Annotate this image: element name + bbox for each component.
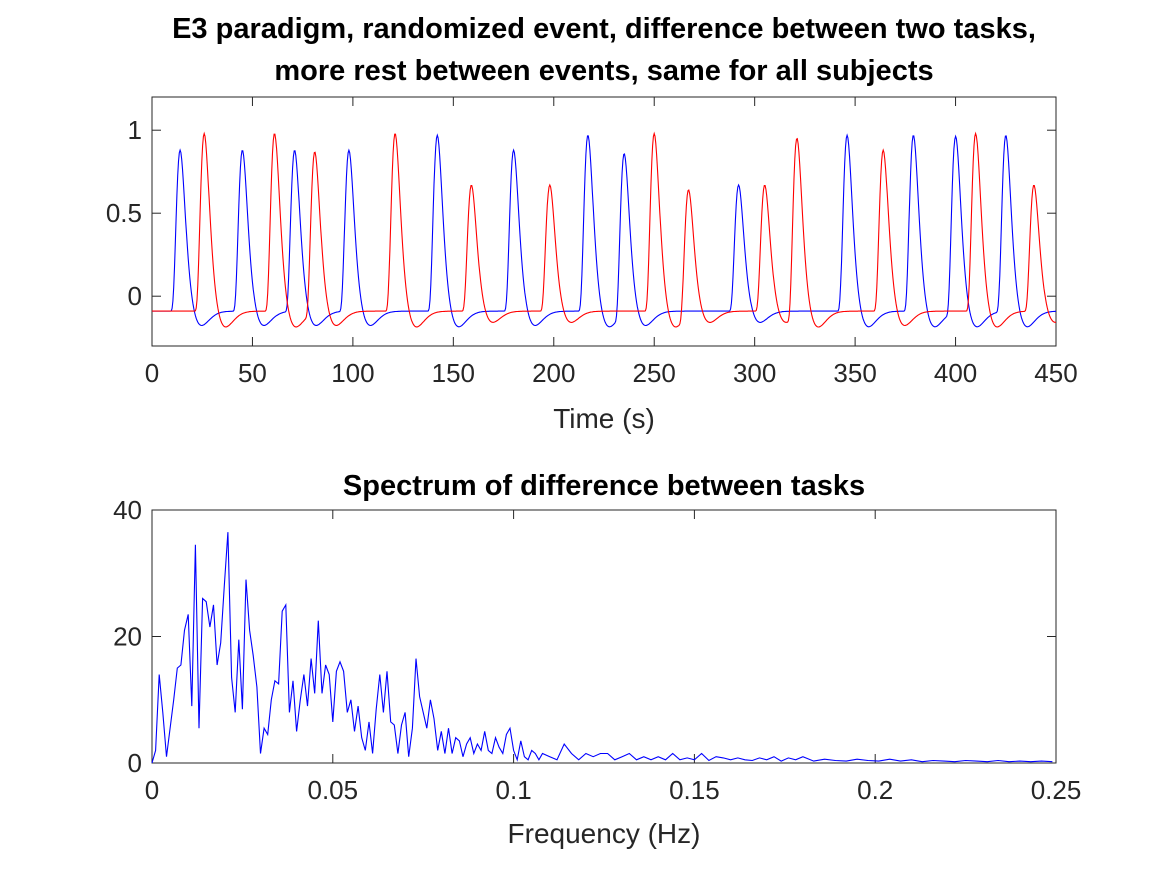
top-x-tick-label: 450	[1034, 358, 1077, 388]
top-y-tick-label: 0	[128, 281, 142, 311]
top-x-tick-label: 200	[532, 358, 575, 388]
top-y-tick-label: 1	[128, 115, 142, 145]
top-x-tick-label: 150	[432, 358, 475, 388]
top-x-tick-label: 300	[733, 358, 776, 388]
top-x-tick-label: 100	[331, 358, 374, 388]
bottom-x-axis-label: Frequency (Hz)	[508, 818, 701, 849]
top-chart-title-line-1: E3 paradigm, randomized event, differenc…	[172, 13, 1036, 45]
bottom-x-tick-label: 0	[145, 775, 159, 805]
top-series-line-1	[152, 133, 1056, 328]
top-chart-title-line-2: more rest between events, same for all s…	[274, 55, 933, 87]
bottom-x-tick-label: 0.15	[669, 775, 720, 805]
bottom-series-group	[151, 532, 1053, 764]
bottom-y-tick-label: 20	[113, 622, 142, 652]
top-ticks: 0 50 100 150 200 250 300 350 400 450 0 0.5 1	[106, 97, 1078, 388]
bottom-y-tick-label: 40	[113, 495, 142, 525]
top-x-tick-label: 400	[934, 358, 977, 388]
bottom-y-tick-label: 0	[128, 748, 142, 778]
bottom-chart-panel: 0 0.05 0.1 0.15 0.2 0.25 0 20 40	[113, 495, 1081, 805]
top-x-tick-label: 350	[833, 358, 876, 388]
top-chart-panel: 0 50 100 150 200 250 300 350 400 450 0 0.5 1	[106, 96, 1078, 388]
top-series-line-2	[152, 131, 1056, 328]
top-x-tick-label: 0	[145, 358, 159, 388]
top-plot-area	[151, 96, 1057, 347]
top-y-tick-label: 0.5	[106, 198, 142, 228]
top-x-tick-label: 250	[633, 358, 676, 388]
bottom-ticks: 0 0.05 0.1 0.15 0.2 0.25 0 20 40	[113, 495, 1081, 805]
bottom-x-tick-label: 0.25	[1031, 775, 1082, 805]
bottom-series-line-1	[151, 532, 1053, 764]
top-series-group	[152, 131, 1056, 328]
bottom-chart-title: Spectrum of difference between tasks	[343, 470, 865, 502]
bottom-x-tick-label: 0.05	[307, 775, 358, 805]
bottom-plot-area	[151, 509, 1057, 764]
bottom-x-tick-label: 0.2	[857, 775, 893, 805]
top-x-tick-label: 50	[238, 358, 267, 388]
top-x-axis-label: Time (s)	[553, 403, 655, 434]
bottom-x-tick-label: 0.1	[496, 775, 532, 805]
